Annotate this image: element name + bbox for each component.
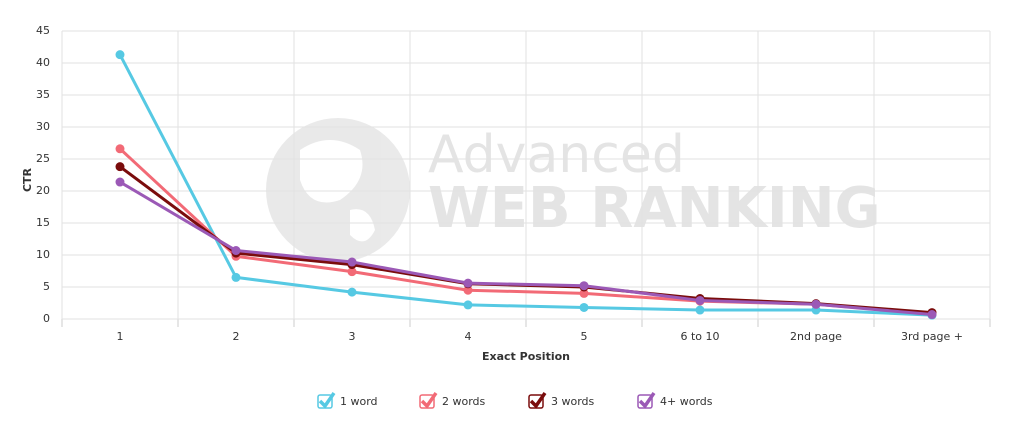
data-point [347,257,357,267]
y-tick-label: 30 [36,120,50,133]
legend-label: 3 words [551,395,595,408]
data-point [695,305,705,315]
y-tick-label: 5 [43,280,50,293]
data-point [927,310,937,320]
x-tick-label: 1 [117,330,124,343]
x-tick-label: 2nd page [790,330,842,343]
x-tick-label: 4 [465,330,472,343]
data-point [579,281,589,291]
x-tick-label: 6 to 10 [680,330,719,343]
data-point [231,272,241,282]
data-point [115,144,125,154]
legend-label: 2 words [442,395,486,408]
legend-item[interactable]: 3 words [528,392,595,409]
legend-item[interactable]: 2 words [419,392,486,409]
y-tick-label: 35 [36,88,50,101]
series-line [119,180,933,317]
data-point [579,302,589,312]
data-point [811,299,821,309]
data-point [347,267,357,277]
x-tick-label: 5 [581,330,588,343]
data-point [463,300,473,310]
legend-check [529,392,547,409]
data-point [115,177,125,187]
x-axis-title: Exact Position [482,350,570,363]
x-tick-label: 2 [233,330,240,343]
y-tick-label: 20 [36,184,50,197]
y-axis-title: CTR [21,167,34,192]
legend-label: 4+ words [660,395,713,408]
y-tick-label: 0 [43,312,50,325]
data-point [695,295,705,305]
y-tick-label: 25 [36,152,50,165]
watermark-logo [266,118,410,262]
data-point [115,162,125,172]
data-point [579,288,589,298]
data-point [463,278,473,288]
x-tick-label: 3 [349,330,356,343]
legend-check [638,392,656,409]
watermark-text: WEB RANKING [428,176,881,241]
x-tick-label: 3rd page + [901,330,963,343]
data-point [463,285,473,295]
data-point [347,287,357,297]
legend-check [318,392,336,409]
legend-label: 1 word [340,395,378,408]
y-tick-label: 40 [36,56,50,69]
legend-item[interactable]: 4+ words [637,392,713,409]
y-tick-label: 45 [36,24,50,37]
y-tick-label: 15 [36,216,50,229]
data-point [115,50,125,60]
data-point [231,246,241,256]
y-tick-label: 10 [36,248,50,261]
series-line [118,53,933,317]
legend-check [420,392,438,409]
legend-item[interactable]: 1 word [317,392,378,409]
